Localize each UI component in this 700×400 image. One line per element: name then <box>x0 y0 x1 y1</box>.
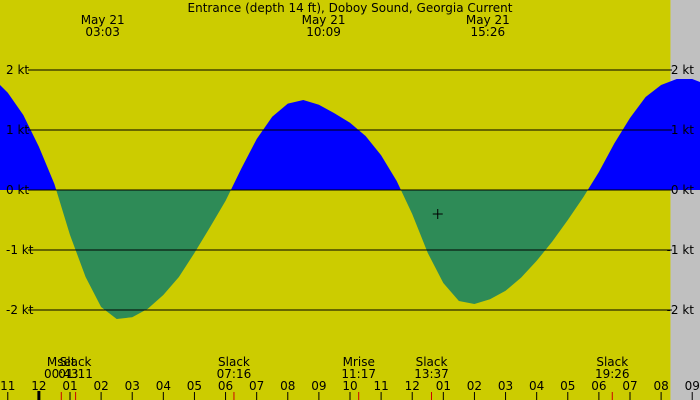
event-name: Slack <box>218 355 250 369</box>
hour-label: 08 <box>653 379 668 393</box>
event-time: 00:43 <box>44 367 79 381</box>
y-tick-label-left: -1 kt <box>6 243 34 257</box>
event-time: 11:17 <box>341 367 376 381</box>
hour-axis: 11 12 01 02 03 04 05 06 07 08 09 10 11 12 01 02 03 04 05 06… <box>0 379 700 400</box>
y-tick-label-right: 1 kt <box>671 123 694 137</box>
time-label: 03:03 <box>85 25 120 39</box>
y-tick-label-left: -2 kt <box>6 303 34 317</box>
event-name: Slack <box>596 355 628 369</box>
hour-label: 06 <box>591 379 606 393</box>
hour-label: 02 <box>467 379 482 393</box>
hour-label: 07 <box>249 379 264 393</box>
y-tick-label-right: -2 kt <box>667 303 695 317</box>
date-label: May 21 <box>302 13 346 27</box>
hour-label: 09 <box>685 379 700 393</box>
event-name: Slack <box>416 355 448 369</box>
hour-label: 05 <box>187 379 202 393</box>
y-tick-label-left: 0 kt <box>6 183 29 197</box>
y-tick-label-left: 1 kt <box>6 123 29 137</box>
hour-label: 04 <box>156 379 171 393</box>
date-label: May 21 <box>81 13 125 27</box>
ebb-area <box>0 190 700 319</box>
y-tick-label-right: 2 kt <box>671 63 694 77</box>
hour-label: 01 <box>436 379 451 393</box>
hour-label: 05 <box>560 379 575 393</box>
hour-label: 08 <box>280 379 295 393</box>
event-time: 01:11 <box>58 367 93 381</box>
grid-layer <box>28 69 672 311</box>
y-tick-label-left: 2 kt <box>6 63 29 77</box>
chart-title: Entrance (depth 14 ft), Doboy Sound, Geo… <box>188 1 513 15</box>
hour-label: 06 <box>218 379 233 393</box>
event-time: 19:26 <box>595 367 630 381</box>
hour-label: 07 <box>622 379 637 393</box>
time-label: 10:09 <box>306 25 341 39</box>
time-label: 15:26 <box>471 25 506 39</box>
hour-label: 12 <box>31 379 46 393</box>
area-layer <box>0 79 700 319</box>
hour-label: 11 <box>0 379 15 393</box>
event-time: 07:16 <box>217 367 252 381</box>
flood-area <box>0 79 700 190</box>
date-label: May 21 <box>466 13 510 27</box>
hour-label: 03 <box>498 379 513 393</box>
hour-label: 01 <box>62 379 77 393</box>
event-name: Slack <box>60 355 92 369</box>
y-tick-label-right: 0 kt <box>671 183 694 197</box>
event-name: Mrise <box>343 355 375 369</box>
y-axis-labels: -2 kt -2 kt -1 kt -1 kt 0 kt 0 kt 1 kt 1 kt 2 kt… <box>6 63 694 317</box>
hour-label: 12 <box>405 379 420 393</box>
hour-label: 03 <box>125 379 140 393</box>
hour-label: 04 <box>529 379 544 393</box>
hour-label: 10 <box>342 379 357 393</box>
hour-label: 11 <box>373 379 388 393</box>
hour-label: 09 <box>311 379 326 393</box>
y-tick-label-right: -1 kt <box>667 243 695 257</box>
event-labels: Mset00:43Slack01:11Slack07:16Mrise11:17S… <box>44 355 630 400</box>
event-time: 13:37 <box>414 367 449 381</box>
hour-label: 02 <box>93 379 108 393</box>
event-name: Mset <box>47 355 76 369</box>
cursor-marker <box>432 209 443 219</box>
